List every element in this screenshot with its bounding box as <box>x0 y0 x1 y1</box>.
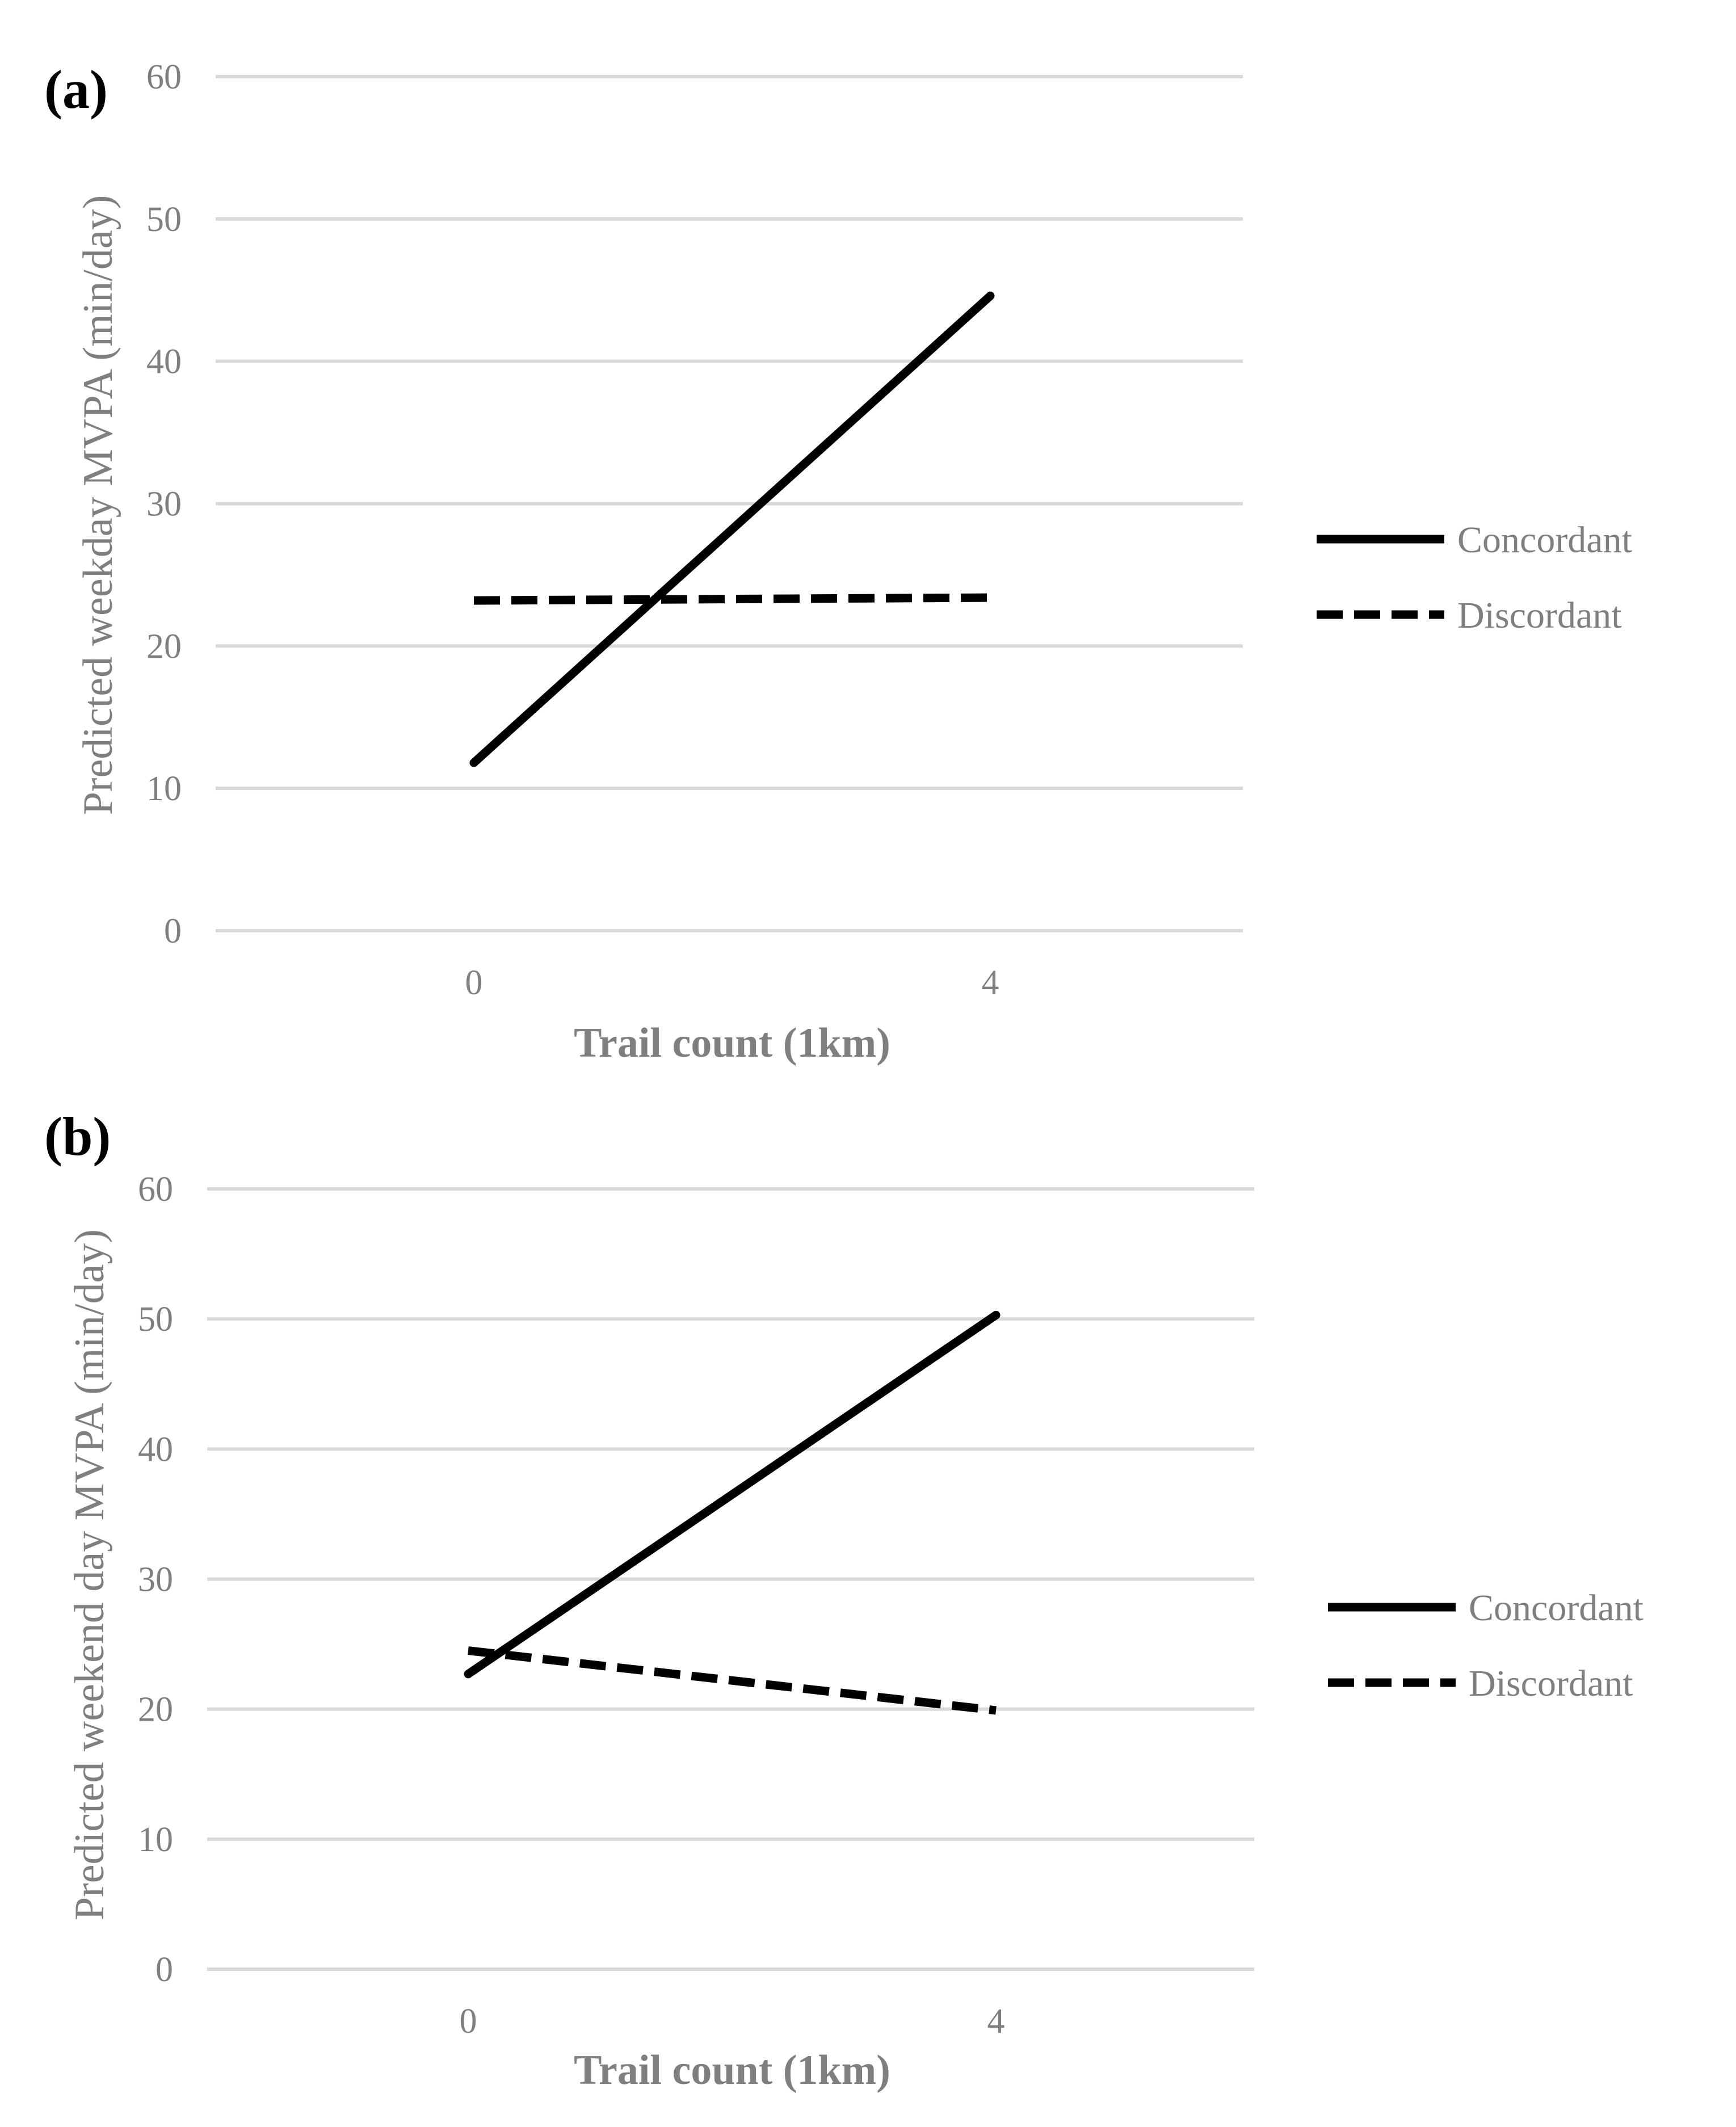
y-tick-label: 20 <box>138 1691 173 1729</box>
series-line-concordant <box>469 291 995 767</box>
series-lines <box>469 291 995 767</box>
x-tick-label: 4 <box>987 2002 1005 2041</box>
x-tick-label: 0 <box>465 964 483 1002</box>
y-tick-labels: 0 10 20 30 40 50 60 <box>138 1170 173 1989</box>
y-axis-title: Predicted weekend day MVPA (min/day) <box>66 1229 113 1920</box>
x-tick-label: 4 <box>982 964 999 1002</box>
y-tick-label: 60 <box>146 58 182 96</box>
series-lines <box>464 1310 1001 1715</box>
y-tick-label: 30 <box>138 1561 173 1599</box>
y-tick-label: 0 <box>155 1951 173 1989</box>
y-tick-label: 60 <box>138 1170 173 1209</box>
y-tick-label: 40 <box>138 1430 173 1469</box>
y-tick-label: 40 <box>146 343 182 381</box>
legend-label-concordant: Concordant <box>1469 1587 1643 1629</box>
x-tick-label: 0 <box>460 2002 477 2041</box>
y-tick-label: 30 <box>146 485 182 524</box>
y-tick-label: 50 <box>138 1300 173 1339</box>
legend: Concordant Discordant <box>1328 1587 1643 1704</box>
series-line-discordant <box>468 1646 997 1715</box>
x-axis-title: Trail count (1km) <box>574 2047 890 2094</box>
y-axis-title: Predicted weekday MVPA (min/day) <box>75 195 121 816</box>
y-tick-label: 0 <box>164 912 182 951</box>
legend-label-discordant: Discordant <box>1469 1663 1633 1704</box>
y-tick-label: 10 <box>146 770 182 808</box>
y-tick-labels: 0 10 20 30 40 50 60 <box>146 58 182 951</box>
legend: Concordant Discordant <box>1317 519 1632 636</box>
y-tick-label: 20 <box>146 627 182 666</box>
x-axis-title: Trail count (1km) <box>574 1020 890 1066</box>
panel-label: (a) <box>44 59 108 120</box>
y-tick-label: 50 <box>146 200 182 239</box>
gridlines <box>216 75 1243 932</box>
gridlines <box>207 1187 1254 1971</box>
series-line-discordant <box>473 593 991 605</box>
legend-label-discordant: Discordant <box>1457 595 1622 636</box>
y-tick-label: 10 <box>138 1821 173 1859</box>
panel-label: (b) <box>44 1106 111 1167</box>
legend-label-concordant: Concordant <box>1457 519 1632 561</box>
series-line-concordant <box>464 1310 1001 1679</box>
